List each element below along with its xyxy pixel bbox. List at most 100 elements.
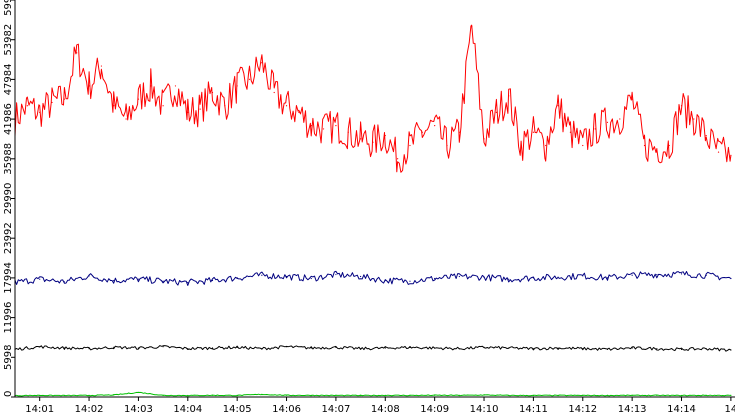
data-point: [483, 346, 485, 348]
data-point: [261, 393, 263, 395]
y-tick-label: 23992: [3, 222, 14, 254]
y-tick-label: 11996: [3, 302, 14, 334]
data-point: [39, 111, 41, 113]
data-point: [261, 62, 263, 64]
x-tick-label: 14:09: [420, 404, 449, 415]
data-point: [211, 279, 214, 282]
series-line-1: [14, 24, 732, 173]
data-point: [187, 348, 189, 350]
data-point: [360, 348, 362, 350]
series-line-3: [14, 345, 732, 352]
data-point: [656, 273, 658, 276]
data-point: [137, 347, 140, 349]
x-tick-label: 14:01: [25, 404, 54, 415]
data-point: [26, 105, 28, 107]
data-point: [730, 277, 732, 280]
data-point: [532, 277, 535, 279]
data-point: [705, 134, 707, 137]
y-tick-label: 35988: [3, 143, 14, 175]
data-point: [434, 125, 436, 127]
data-point: [680, 348, 683, 350]
y-tick-label: 41986: [3, 103, 14, 135]
data-point: [458, 275, 460, 278]
data-point: [261, 274, 263, 276]
x-tick-label: 14:04: [173, 404, 202, 415]
data-point: [39, 346, 41, 348]
series-line-2: [14, 270, 732, 286]
data-point: [162, 346, 164, 348]
data-point: [532, 394, 535, 397]
data-point: [656, 348, 658, 350]
y-tick-label: 29990: [3, 183, 14, 215]
data-point: [421, 131, 423, 133]
data-point: [310, 277, 312, 280]
data-point: [730, 349, 732, 351]
data-point: [236, 394, 238, 397]
y-tick-label: 47984: [3, 63, 14, 95]
data-point: [162, 105, 164, 107]
data-point: [532, 348, 535, 350]
data-point: [606, 277, 609, 279]
data-point: [63, 394, 65, 397]
data-point: [39, 394, 41, 396]
data-point: [88, 394, 90, 397]
data-point: [409, 144, 411, 147]
data-point: [569, 131, 572, 133]
data-point: [125, 118, 127, 120]
data-point: [656, 394, 658, 397]
data-point: [137, 278, 140, 280]
data-point: [51, 101, 53, 104]
data-point: [285, 394, 288, 396]
series-line-4: [14, 391, 731, 397]
y-tick-label: 17994: [3, 262, 14, 294]
data-point: [643, 144, 646, 147]
plot-area: [14, 24, 732, 397]
data-point: [619, 118, 621, 120]
data-point: [113, 394, 115, 396]
data-point: [310, 125, 312, 127]
data-point: [174, 85, 177, 87]
data-point: [162, 394, 164, 396]
data-point: [310, 347, 312, 349]
data-point: [606, 394, 609, 397]
data-point: [668, 144, 670, 147]
data-point: [384, 134, 386, 137]
data-point: [508, 95, 510, 97]
data-point: [397, 158, 399, 160]
data-point: [458, 394, 460, 396]
data-point: [211, 91, 214, 94]
x-tick-label: 14:02: [75, 404, 104, 415]
data-point: [680, 273, 683, 275]
data-point: [322, 128, 325, 130]
data-point: [113, 105, 115, 107]
data-point: [236, 277, 238, 279]
data-point: [261, 348, 263, 350]
data-point: [508, 278, 510, 280]
data-point: [458, 348, 460, 350]
data-point: [236, 346, 238, 348]
data-point: [211, 394, 214, 396]
data-point: [594, 128, 596, 130]
data-point: [483, 394, 485, 396]
y-tick-label: 5998: [3, 345, 14, 370]
data-point: [582, 144, 584, 147]
data-point: [520, 144, 522, 147]
data-point: [705, 394, 707, 396]
data-point: [224, 105, 226, 107]
data-point: [384, 279, 386, 282]
data-point: [187, 111, 189, 113]
data-point: [384, 347, 386, 349]
data-point: [199, 108, 201, 110]
data-point: [471, 25, 473, 27]
data-point: [631, 274, 633, 276]
data-point: [347, 131, 349, 133]
x-tick-label: 14:05: [223, 404, 252, 415]
data-point: [434, 277, 436, 280]
data-point: [88, 85, 90, 87]
data-point: [508, 394, 510, 397]
data-point: [693, 118, 695, 120]
data-point: [680, 394, 683, 397]
data-point: [137, 98, 140, 100]
x-tick-label: 14:11: [519, 404, 548, 415]
